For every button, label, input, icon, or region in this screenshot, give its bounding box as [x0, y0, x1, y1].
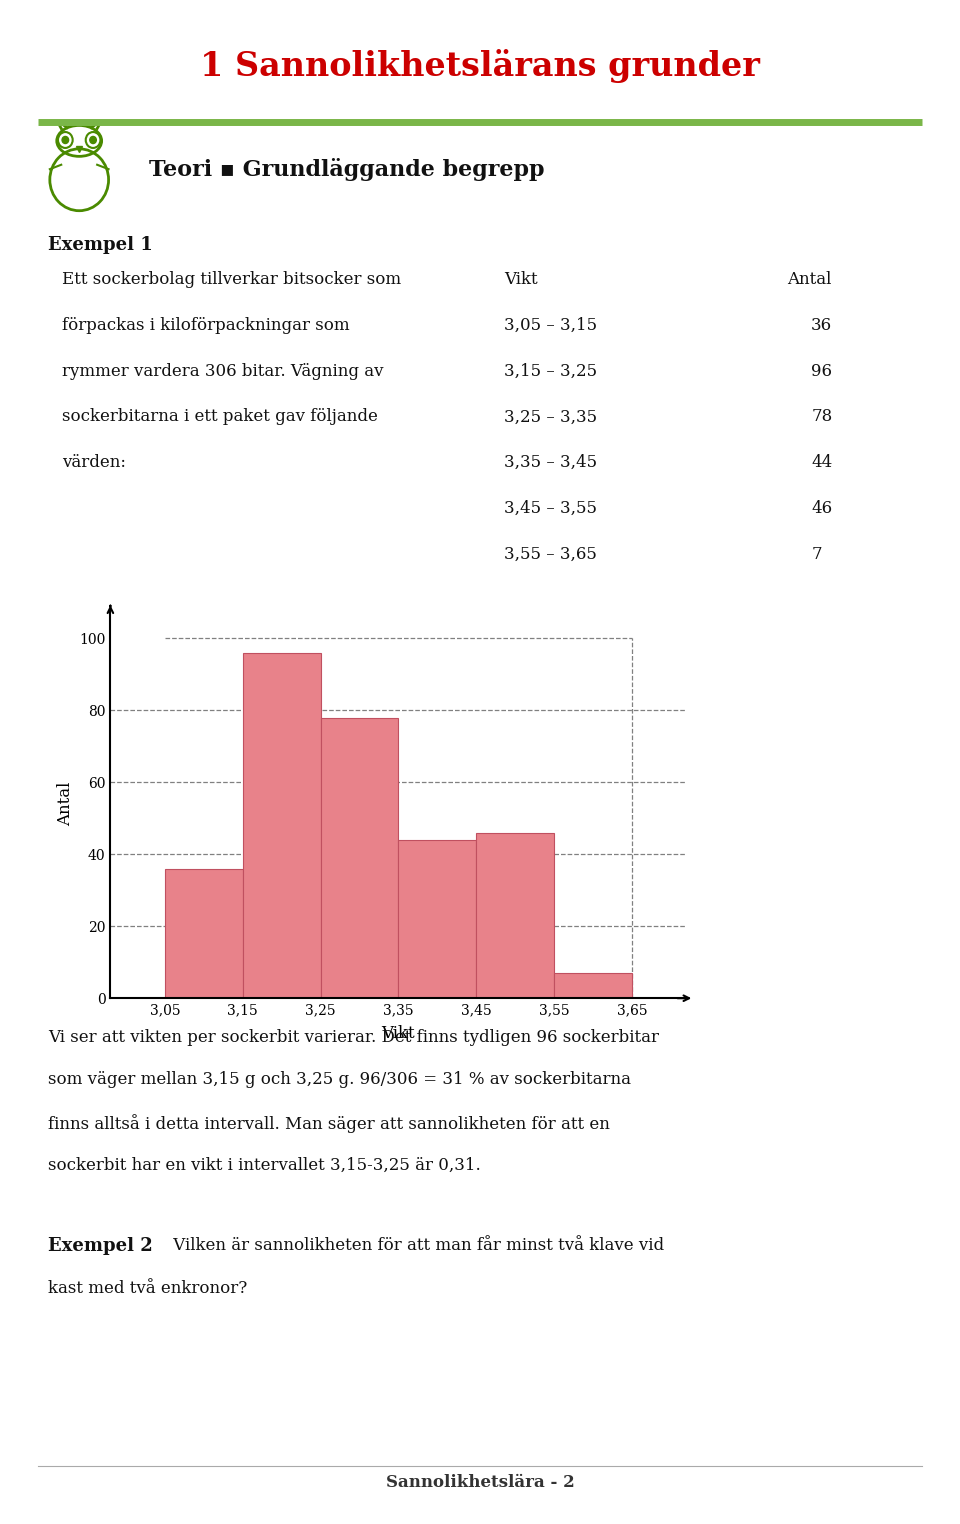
Circle shape — [90, 137, 96, 143]
Text: Vikt: Vikt — [504, 271, 538, 288]
Text: 44: 44 — [811, 454, 832, 471]
Text: värden:: värden: — [62, 454, 127, 471]
Text: Antal: Antal — [787, 271, 831, 288]
Text: kast med två enkronor?: kast med två enkronor? — [48, 1280, 248, 1297]
Bar — [321, 718, 398, 998]
Bar — [476, 832, 554, 998]
Text: 3,55 – 3,65: 3,55 – 3,65 — [504, 546, 597, 562]
Text: 3,05 – 3,15: 3,05 – 3,15 — [504, 317, 597, 334]
Bar — [165, 869, 243, 998]
Text: 3,35 – 3,45: 3,35 – 3,45 — [504, 454, 597, 471]
Text: Vi ser att vikten per sockerbit varierar. Det finns tydligen 96 sockerbitar: Vi ser att vikten per sockerbit varierar… — [48, 1029, 659, 1045]
Bar — [398, 840, 476, 998]
Text: Sannolikhetslära - 2: Sannolikhetslära - 2 — [386, 1474, 574, 1490]
Circle shape — [62, 137, 68, 143]
X-axis label: Vikt: Vikt — [381, 1026, 416, 1042]
Text: 1 Sannolikhetslärans grunder: 1 Sannolikhetslärans grunder — [200, 49, 760, 82]
Text: sockerbitarna i ett paket gav följande: sockerbitarna i ett paket gav följande — [62, 408, 378, 425]
Y-axis label: Antal: Antal — [57, 782, 74, 826]
Text: 3,15 – 3,25: 3,15 – 3,25 — [504, 363, 597, 379]
Text: 3,25 – 3,35: 3,25 – 3,35 — [504, 408, 597, 425]
Bar — [243, 652, 321, 998]
Text: Exempel 2: Exempel 2 — [48, 1237, 153, 1256]
Text: som väger mellan 3,15 g och 3,25 g. 96/306 = 31 % av sockerbitarna: som väger mellan 3,15 g och 3,25 g. 96/3… — [48, 1071, 631, 1088]
Bar — [554, 972, 632, 998]
Text: rymmer vardera 306 bitar. Vägning av: rymmer vardera 306 bitar. Vägning av — [62, 363, 384, 379]
Text: finns alltså i detta intervall. Man säger att sannolikheten för att en: finns alltså i detta intervall. Man säge… — [48, 1114, 610, 1132]
Text: 3,45 – 3,55: 3,45 – 3,55 — [504, 500, 597, 517]
Text: Ett sockerbolag tillverkar bitsocker som: Ett sockerbolag tillverkar bitsocker som — [62, 271, 401, 288]
Text: 7: 7 — [811, 546, 822, 562]
Text: sockerbit har en vikt i intervallet 3,15-3,25 är 0,31.: sockerbit har en vikt i intervallet 3,15… — [48, 1157, 481, 1173]
Text: Exempel 1: Exempel 1 — [48, 236, 153, 255]
Text: 78: 78 — [811, 408, 832, 425]
Text: 36: 36 — [811, 317, 832, 334]
Text: Teori ▪ Grundläggande begrepp: Teori ▪ Grundläggande begrepp — [149, 158, 544, 181]
Text: Vilken är sannolikheten för att man får minst två klave vid: Vilken är sannolikheten för att man får … — [168, 1237, 664, 1254]
Text: förpackas i kiloförpackningar som: förpackas i kiloförpackningar som — [62, 317, 350, 334]
Text: 46: 46 — [811, 500, 832, 517]
Text: 96: 96 — [811, 363, 832, 379]
